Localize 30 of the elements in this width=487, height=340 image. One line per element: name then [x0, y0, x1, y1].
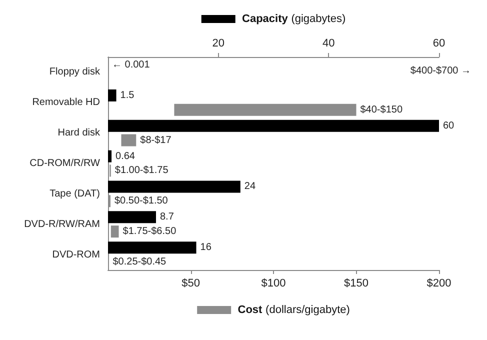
x-tick-label: $100	[261, 278, 286, 290]
y-tick-label: Tape (DAT)	[50, 188, 100, 200]
data-label: $40-$150	[360, 104, 403, 116]
x2-tick-label: 40	[322, 38, 335, 50]
data-label: $8-$17	[140, 134, 172, 146]
annotation: $400-$700 →	[410, 66, 472, 76]
y-tick-label: CD-ROM/R/RW	[30, 158, 101, 169]
y-tick-label: DVD-ROM	[52, 249, 100, 260]
data-label: $1.00-$1.75	[114, 165, 169, 176]
y-tick-label: Floppy disk	[49, 66, 101, 78]
data-label: $0.50-$1.50	[114, 196, 168, 207]
data-label: 1.5	[120, 90, 135, 101]
x-tick-label: $50	[182, 278, 200, 290]
data-label: 16	[200, 242, 212, 254]
x2-tick-label: 20	[212, 38, 224, 50]
data-label: 24	[244, 181, 256, 192]
data-label: ← 0.001	[112, 60, 150, 71]
data-label: 8.7	[160, 212, 174, 223]
x-tick-label: $200	[426, 278, 452, 290]
x-tick-label: $150	[344, 278, 368, 290]
y-tick-label: DVD-R/RW/RAM	[24, 218, 100, 230]
y-tick-label: Removable HD	[32, 97, 100, 108]
data-label: $1.75-$6.50	[122, 226, 177, 238]
data-label: 60	[443, 120, 455, 132]
data-label: 0.64	[116, 150, 136, 162]
x2-tick-label: 60	[432, 38, 446, 50]
data-label: $0.25-$0.45	[112, 256, 167, 268]
x2-axis-title: Capacity (gigabytes)	[242, 13, 346, 25]
x-axis-title: Cost (dollars/gigabyte)	[238, 304, 350, 316]
y-tick-label: Hard disk	[58, 128, 101, 139]
